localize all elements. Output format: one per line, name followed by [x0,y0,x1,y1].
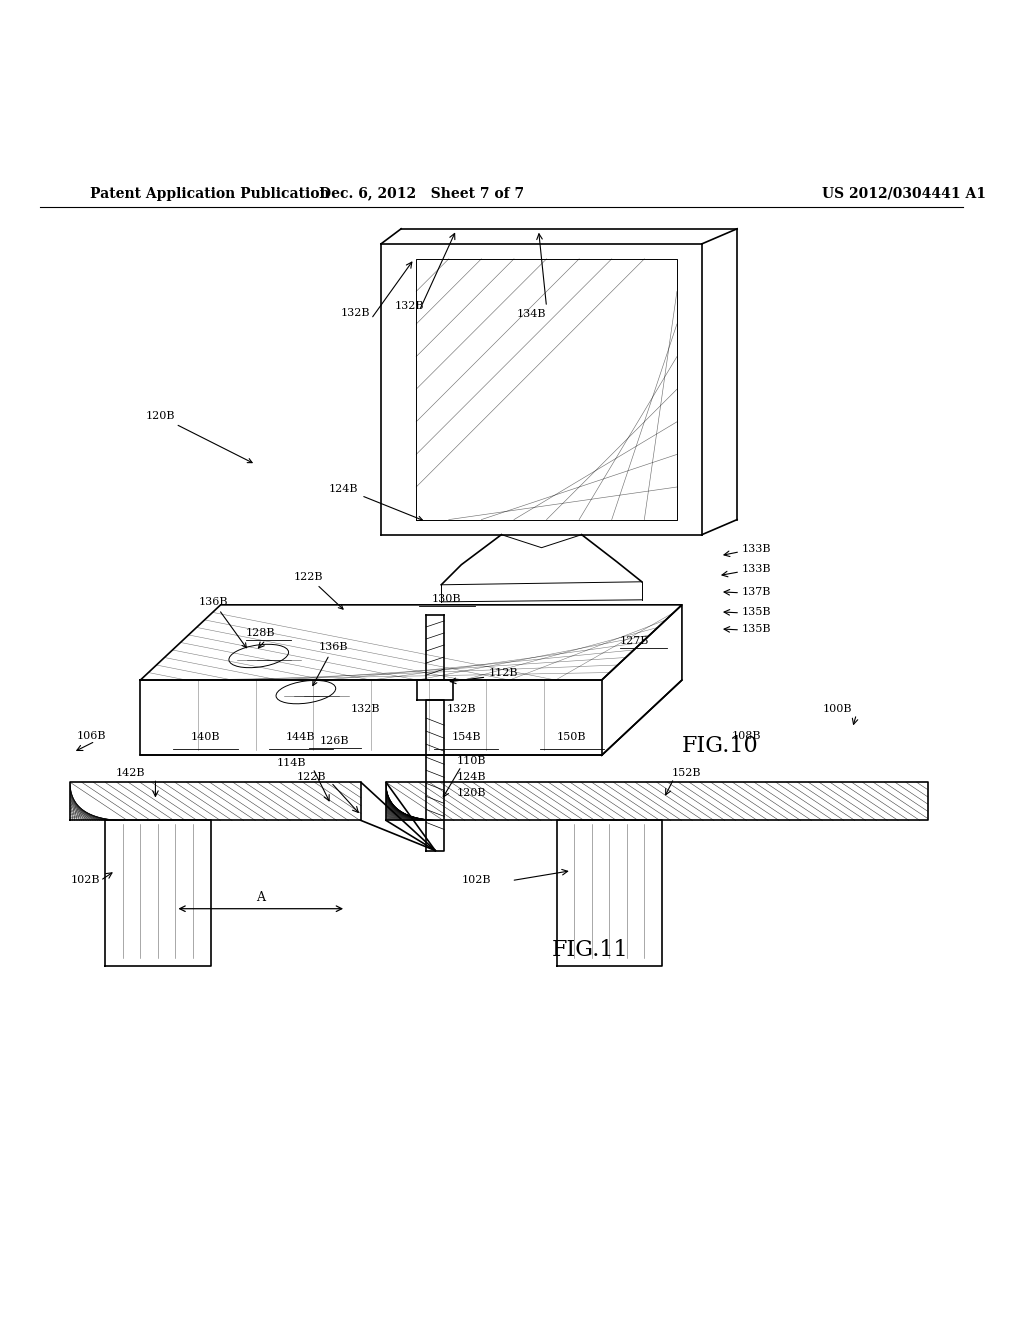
Text: 140B: 140B [190,733,220,742]
Text: 124B: 124B [457,772,485,783]
Text: 106B: 106B [76,731,105,742]
Text: 137B: 137B [742,587,771,597]
Text: 114B: 114B [276,758,306,768]
Text: 132B: 132B [341,308,371,318]
Text: US 2012/0304441 A1: US 2012/0304441 A1 [822,186,986,201]
Text: 128B: 128B [246,628,275,638]
Text: 135B: 135B [742,624,772,634]
Text: 132B: 132B [351,704,381,714]
Text: 132B: 132B [395,301,425,312]
Text: 136B: 136B [312,642,348,685]
Text: 126B: 126B [319,737,349,746]
Text: 102B: 102B [71,875,99,884]
Text: FIG.11: FIG.11 [552,939,628,961]
Text: 133B: 133B [742,544,772,553]
Text: 144B: 144B [286,733,315,742]
Text: Dec. 6, 2012   Sheet 7 of 7: Dec. 6, 2012 Sheet 7 of 7 [318,186,523,201]
Text: 154B: 154B [452,733,481,742]
Text: 112B: 112B [488,668,518,678]
Text: 102B: 102B [461,875,490,884]
Text: 108B: 108B [732,731,762,742]
Text: 135B: 135B [742,607,772,616]
Text: 120B: 120B [457,788,485,799]
Text: 142B: 142B [116,768,144,779]
Text: 152B: 152B [672,768,701,779]
Text: 122B: 122B [297,772,327,783]
Text: 110B: 110B [457,756,485,767]
Text: 134B: 134B [516,309,546,319]
Text: 130B: 130B [431,594,461,603]
Text: Patent Application Publication: Patent Application Publication [90,186,330,201]
Text: 150B: 150B [557,733,587,742]
Text: 133B: 133B [742,564,772,574]
Text: 124B: 124B [329,483,423,520]
Text: A: A [256,891,265,904]
Text: 136B: 136B [199,597,247,648]
Text: 122B: 122B [294,572,343,609]
Text: 100B: 100B [822,704,852,714]
Text: 120B: 120B [145,412,252,462]
Text: FIG.10: FIG.10 [682,735,759,758]
Text: 132B: 132B [446,704,476,714]
Text: 127B: 127B [620,636,649,645]
